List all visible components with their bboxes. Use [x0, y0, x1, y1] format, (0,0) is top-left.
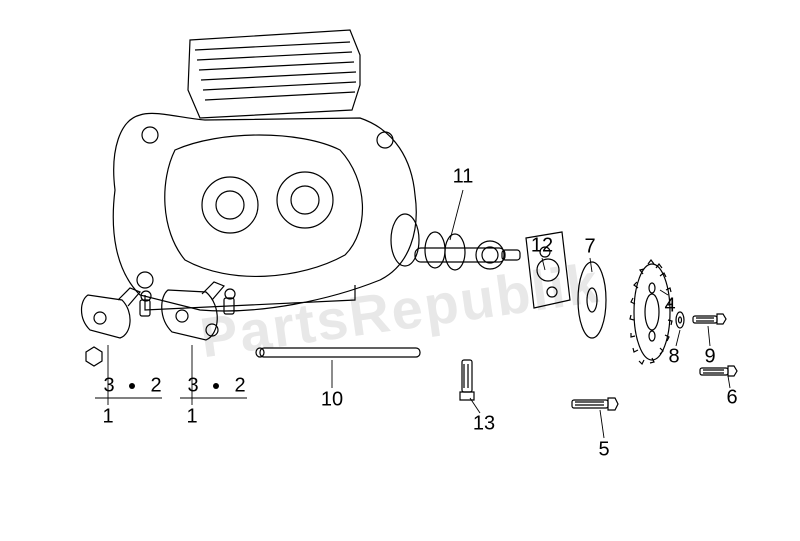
bullet-dot: [213, 383, 219, 389]
labels-layer: 1 1 2 2 3 3 4 5 6 7 8 9 10 11 12 13: [0, 0, 800, 541]
callout-2a: 2: [150, 375, 161, 398]
callout-9: 9: [704, 346, 715, 369]
callout-5: 5: [598, 439, 609, 462]
callout-12: 12: [531, 235, 553, 258]
callout-7: 7: [584, 236, 595, 259]
callout-6: 6: [726, 387, 737, 410]
bullet-dot: [129, 383, 135, 389]
callout-2b: 2: [234, 375, 245, 398]
callout-13: 13: [473, 413, 495, 436]
callout-10: 10: [321, 389, 343, 412]
exploded-diagram: PartsRepublik: [0, 0, 800, 541]
callout-1b: 1: [186, 406, 197, 429]
callout-8: 8: [668, 346, 679, 369]
callout-4: 4: [664, 295, 675, 318]
callout-3b: 3: [187, 375, 198, 398]
callout-1a: 1: [102, 406, 113, 429]
callout-11: 11: [453, 166, 474, 189]
callout-3a: 3: [103, 375, 114, 398]
